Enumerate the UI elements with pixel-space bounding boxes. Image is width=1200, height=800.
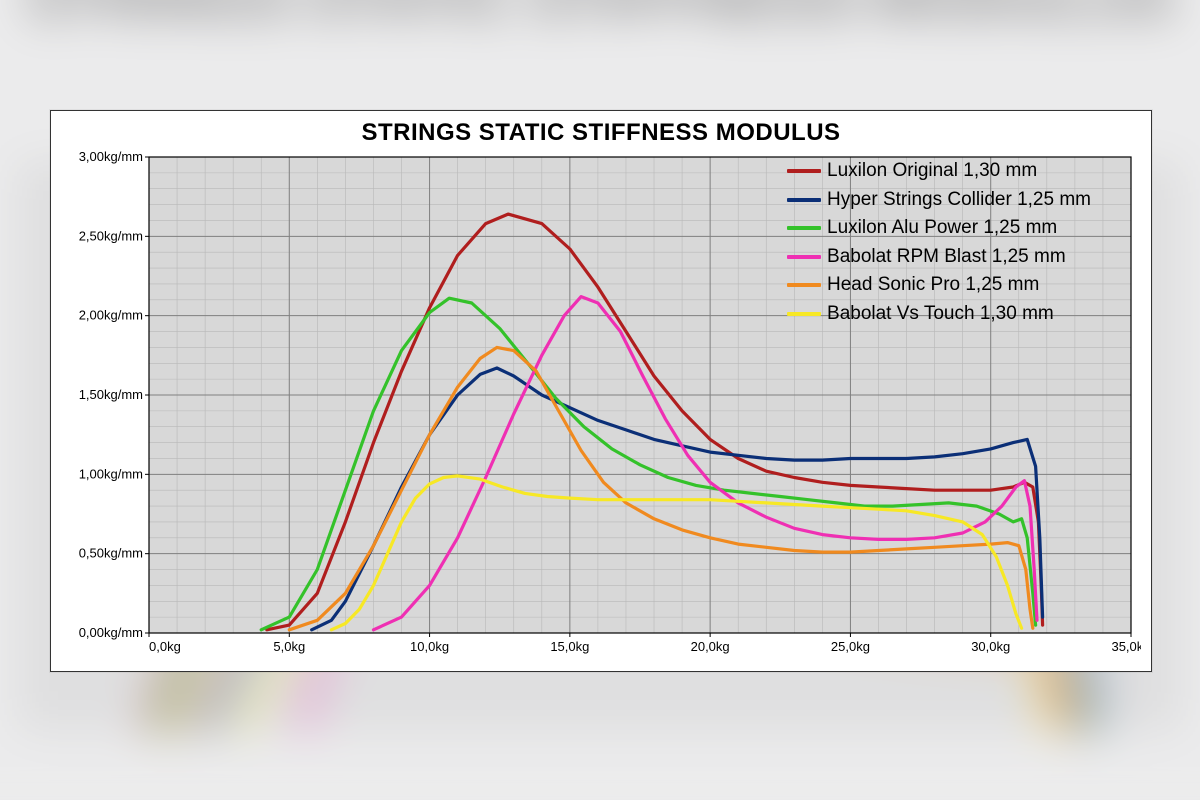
svg-text:10,0kg: 10,0kg (410, 639, 449, 654)
svg-text:1,00kg/mm: 1,00kg/mm (79, 466, 143, 481)
x-axis-ticks: 0,0kg 5,0kg 10,0kg 15,0kg 20,0kg 25,0kg 30,0kg… (149, 633, 1141, 654)
legend-swatch (787, 169, 821, 173)
legend-label: Hyper Strings Collider 1,25 mm (827, 186, 1091, 215)
svg-text:2,00kg/mm: 2,00kg/mm (79, 308, 143, 323)
legend-item: Babolat RPM Blast 1,25 mm (787, 243, 1091, 272)
legend-item: Luxilon Original 1,30 mm (787, 157, 1091, 186)
svg-text:STRINGS STATIC STIFFNESS MODUL: STRINGS STATIC STIFFNESS MODULUS (27, 0, 1173, 30)
legend-item: Hyper Strings Collider 1,25 mm (787, 186, 1091, 215)
legend-swatch (787, 255, 821, 259)
svg-text:0,50kg/mm: 0,50kg/mm (79, 546, 143, 561)
svg-text:15,0kg: 15,0kg (550, 639, 589, 654)
chart-panel: STRINGS STATIC STIFFNESS MODULUS Luxilon… (50, 110, 1152, 672)
svg-text:30,0kg: 30,0kg (971, 639, 1010, 654)
legend: Luxilon Original 1,30 mmHyper Strings Co… (787, 157, 1091, 328)
legend-swatch (787, 312, 821, 316)
legend-swatch (787, 226, 821, 230)
y-axis-ticks: 0,00kg/mm 0,50kg/mm 1,00kg/mm 1,50kg/mm 2,00… (79, 151, 149, 640)
legend-item: Babolat Vs Touch 1,30 mm (787, 300, 1091, 329)
svg-text:20,0kg: 20,0kg (691, 639, 730, 654)
legend-label: Head Sonic Pro 1,25 mm (827, 271, 1039, 300)
svg-text:35,0kg: 35,0kg (1111, 639, 1141, 654)
chart-title: STRINGS STATIC STIFFNESS MODULUS (51, 111, 1151, 149)
svg-text:0,0kg: 0,0kg (149, 639, 181, 654)
legend-label: Luxilon Alu Power 1,25 mm (827, 214, 1057, 243)
legend-label: Luxilon Original 1,30 mm (827, 157, 1037, 186)
legend-item: Luxilon Alu Power 1,25 mm (787, 214, 1091, 243)
legend-item: Head Sonic Pro 1,25 mm (787, 271, 1091, 300)
svg-text:0,00kg/mm: 0,00kg/mm (79, 625, 143, 640)
legend-swatch (787, 198, 821, 202)
svg-text:3,00kg/mm: 3,00kg/mm (79, 151, 143, 164)
legend-swatch (787, 283, 821, 287)
svg-text:1,50kg/mm: 1,50kg/mm (79, 387, 143, 402)
svg-text:25,0kg: 25,0kg (831, 639, 870, 654)
legend-label: Babolat RPM Blast 1,25 mm (827, 243, 1066, 272)
legend-label: Babolat Vs Touch 1,30 mm (827, 300, 1054, 329)
svg-text:2,50kg/mm: 2,50kg/mm (79, 228, 143, 243)
svg-text:5,0kg: 5,0kg (273, 639, 305, 654)
